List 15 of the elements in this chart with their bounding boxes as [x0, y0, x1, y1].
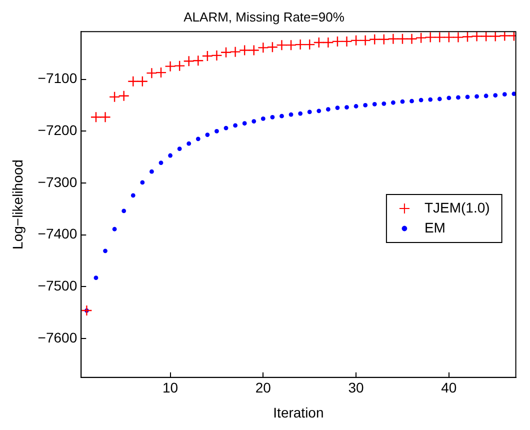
y-tick-label: −7200 — [38, 122, 78, 138]
y-tick-label: −7100 — [38, 70, 78, 86]
x-tick-label: 20 — [255, 380, 272, 396]
y-tick-label: −7400 — [38, 226, 78, 242]
y-axis-title: Log−likelihood — [9, 160, 26, 250]
legend-label: EM — [424, 219, 446, 236]
y-tick-label: −7300 — [38, 174, 78, 190]
x-tick-label: 10 — [162, 380, 178, 396]
y-tick-label: −7500 — [38, 278, 78, 294]
x-axis-title: Iteration — [273, 404, 324, 420]
x-tick-label: 30 — [348, 380, 364, 396]
x-tick-label: 40 — [441, 380, 457, 396]
y-tick-label: −7600 — [38, 329, 78, 346]
chart-title: ALARM, Missing Rate=90% — [184, 9, 345, 24]
legend-label: TJEM(1.0) — [424, 199, 490, 216]
